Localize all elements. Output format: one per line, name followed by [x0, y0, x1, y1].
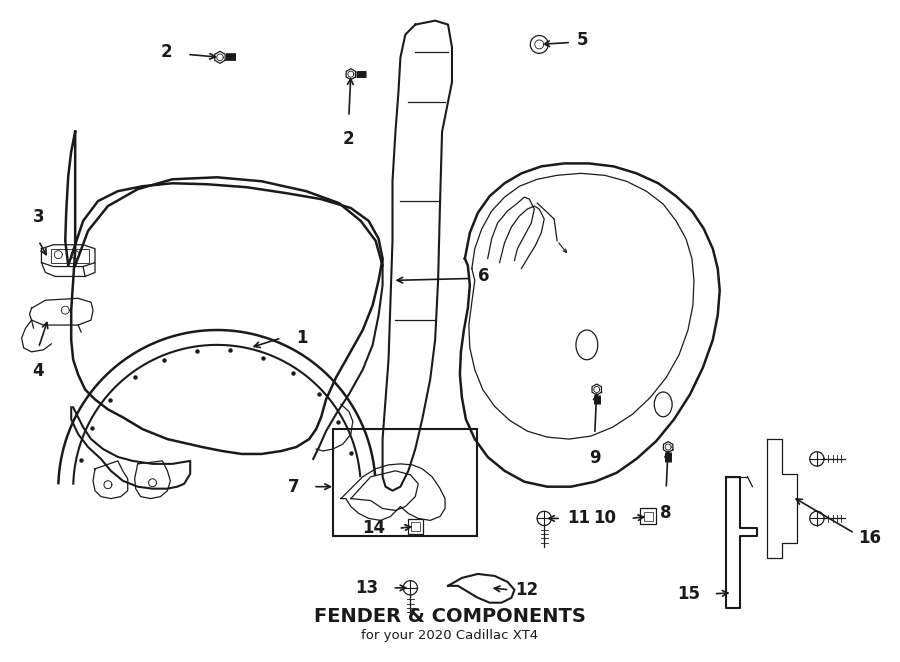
Bar: [641, 508, 656, 524]
Text: 2: 2: [161, 43, 172, 62]
Text: 12: 12: [516, 581, 538, 599]
Bar: [51, 249, 89, 263]
Text: 2: 2: [343, 130, 355, 148]
Text: 1: 1: [296, 329, 308, 347]
Text: 16: 16: [859, 529, 881, 547]
Text: 6: 6: [478, 267, 490, 285]
Bar: [333, 429, 477, 536]
Polygon shape: [810, 451, 824, 466]
Polygon shape: [530, 36, 548, 54]
Polygon shape: [537, 511, 552, 526]
Text: 11: 11: [567, 510, 590, 528]
Text: 3: 3: [32, 208, 44, 226]
Text: FENDER & COMPONENTS: FENDER & COMPONENTS: [314, 606, 586, 626]
Text: 5: 5: [577, 32, 589, 50]
Text: 13: 13: [356, 579, 379, 597]
Polygon shape: [215, 52, 225, 64]
Text: 15: 15: [677, 585, 700, 603]
Polygon shape: [346, 69, 356, 79]
Polygon shape: [810, 511, 824, 526]
Text: 7: 7: [288, 478, 300, 496]
Polygon shape: [592, 384, 601, 395]
Polygon shape: [535, 40, 544, 49]
Polygon shape: [663, 442, 673, 452]
Bar: [408, 519, 423, 534]
Text: 10: 10: [594, 510, 616, 528]
Text: 14: 14: [363, 519, 385, 538]
Text: for your 2020 Cadillac XT4: for your 2020 Cadillac XT4: [362, 630, 538, 642]
Bar: [644, 512, 653, 521]
Text: 4: 4: [32, 361, 44, 380]
Text: 9: 9: [589, 449, 600, 467]
Text: 8: 8: [661, 504, 672, 522]
Bar: [410, 522, 419, 531]
Polygon shape: [403, 581, 418, 595]
